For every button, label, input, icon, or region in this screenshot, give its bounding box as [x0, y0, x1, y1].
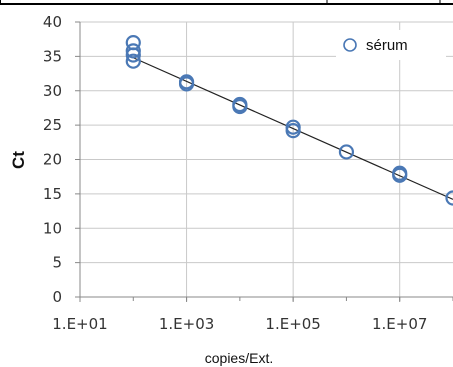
data-point	[338, 144, 355, 160]
y-tick-label: 35	[43, 47, 62, 65]
x-tick-label: 1.E+05	[265, 315, 320, 333]
y-tick-label: 25	[43, 116, 62, 134]
y-tick-label: 30	[43, 82, 62, 100]
y-tick-label: 15	[43, 185, 62, 203]
y-tick-label: 10	[43, 219, 62, 237]
data-point	[125, 47, 141, 63]
data-point	[445, 190, 453, 206]
x-tick-label: 1.E+07	[372, 315, 427, 333]
y-tick-label: 0	[52, 288, 62, 306]
data-point	[392, 167, 408, 183]
data-point	[232, 98, 248, 115]
y-tick-label: 5	[52, 254, 62, 272]
data-point	[178, 76, 195, 92]
plot-area: 0 5 10 15 20 25 30 35 40 1.E+01 1.E+03 1.E+05 1.E+07…	[9, 13, 453, 366]
legend-label: sérum	[366, 37, 408, 54]
y-axis-title: Ct	[9, 151, 28, 169]
x-axis-title: copies/Ext.	[205, 350, 273, 366]
x-tick-label: 1.E+03	[159, 315, 214, 333]
data-point	[125, 53, 141, 69]
data-point	[285, 123, 301, 139]
legend-box	[336, 30, 446, 60]
x-tick-label: 1.E+01	[52, 315, 107, 333]
top-border-fragment	[0, 0, 453, 5]
trendline	[133, 57, 453, 200]
legend-marker	[343, 38, 357, 52]
y-tick-label: 40	[43, 13, 62, 31]
data-point	[125, 43, 141, 59]
y-tick-label: 20	[43, 151, 62, 169]
